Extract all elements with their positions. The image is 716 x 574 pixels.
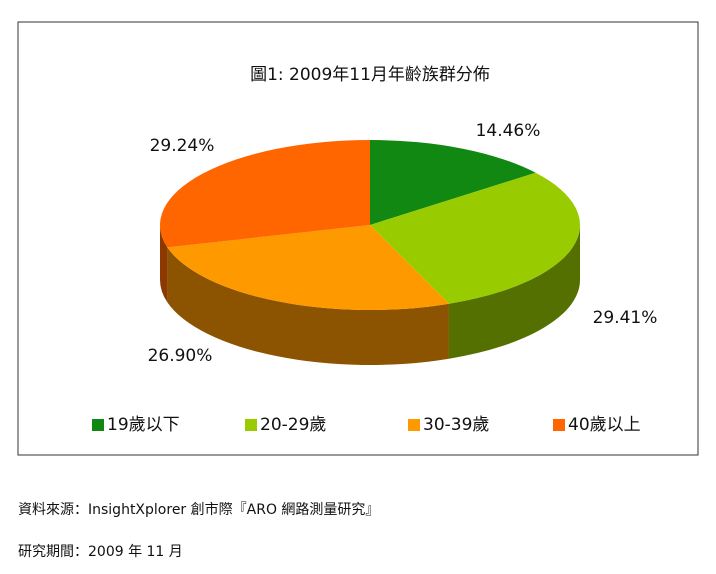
legend-swatch bbox=[553, 419, 565, 431]
slice bbox=[167, 225, 449, 310]
slice-side bbox=[167, 247, 449, 365]
data-label: 14.46% bbox=[476, 121, 541, 141]
slice bbox=[370, 172, 580, 304]
legend-label: 40歲以上 bbox=[568, 415, 641, 435]
legend-label: 20-29歲 bbox=[260, 415, 326, 435]
slice-side bbox=[448, 225, 580, 359]
legend-swatch bbox=[92, 419, 104, 431]
legend-label: 30-39歲 bbox=[423, 415, 489, 435]
legend-swatch bbox=[245, 419, 257, 431]
slice bbox=[159, 140, 370, 248]
data-label: 26.90% bbox=[148, 346, 213, 366]
data-label: 29.24% bbox=[150, 136, 215, 156]
period-note: 研究期間：2009 年 11 月 bbox=[18, 544, 183, 560]
slice-side bbox=[160, 225, 168, 303]
source-note: 資料來源：InsightXplorer 創市際『ARO 網路測量研究』 bbox=[18, 501, 379, 518]
legend-label: 19歲以下 bbox=[107, 415, 180, 435]
chart-title: 圖1: 2009年11月年齡族群分佈 bbox=[250, 65, 490, 85]
slice bbox=[370, 140, 536, 225]
legend-swatch bbox=[408, 419, 420, 431]
data-label: 29.41% bbox=[593, 308, 658, 328]
